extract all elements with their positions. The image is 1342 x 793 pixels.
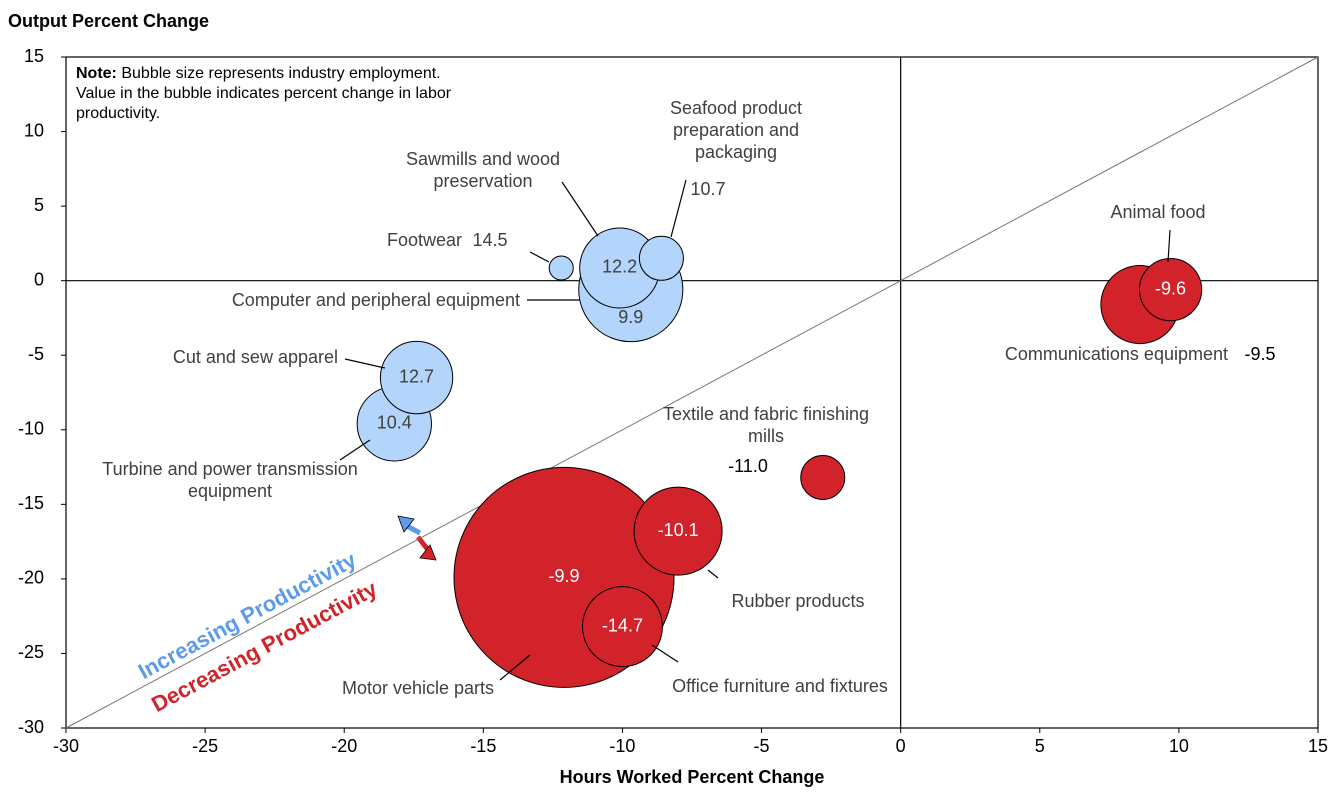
productivity-label: 10.7 <box>690 179 725 199</box>
productivity-label: 12.7 <box>399 366 434 386</box>
bubble <box>800 454 846 500</box>
productivity-arrow <box>397 515 437 561</box>
productivity-label: -9.5 <box>1244 344 1275 364</box>
y-tick-label: -10 <box>18 419 44 439</box>
bubble <box>633 486 723 576</box>
bubble-label: Animal food <box>1110 202 1206 222</box>
bubble <box>1138 257 1203 322</box>
bubble <box>581 586 663 668</box>
y-tick-label: 15 <box>24 46 44 66</box>
y-tick-label: -15 <box>18 493 44 513</box>
note-text: Bubble size represents industry employme… <box>76 65 452 122</box>
note-label: Note: <box>76 65 117 82</box>
leader-line <box>670 179 687 238</box>
y-tick-label: 10 <box>24 120 44 140</box>
productivity-label: -14.7 <box>602 615 643 635</box>
bubble-label: Cut and sew apparel <box>172 347 338 367</box>
y-tick-label: -25 <box>18 642 44 662</box>
productivity-label: -9.9 <box>549 566 580 586</box>
x-axis-title: Hours Worked Percent Change <box>560 767 825 787</box>
plot-frame <box>65 56 1319 729</box>
productivity-label: 12.2 <box>602 257 637 277</box>
leader-line <box>529 251 550 263</box>
productivity-label: 10.4 <box>377 413 412 433</box>
productivity-label: -11.0 <box>728 456 768 476</box>
bubble-label: Textile and fabric finishing mills <box>662 404 870 446</box>
bubble-label: Motor vehicle parts <box>341 678 495 698</box>
bubble-label: Turbine and power transmission equipment <box>102 459 358 501</box>
leader-line <box>344 358 386 369</box>
diagonal <box>65 56 1319 729</box>
y-axis-title: Output Percent Change <box>8 11 209 31</box>
bubble-label: Footwear <box>386 230 462 250</box>
bubble <box>548 255 574 281</box>
leader-line <box>499 654 531 681</box>
x-tick-label: -10 <box>609 736 635 756</box>
y-tick-label: 0 <box>34 269 44 289</box>
note: Note: Bubble size represents industry em… <box>76 64 461 124</box>
productivity-label: -9.6 <box>1155 278 1186 298</box>
leader-line <box>707 569 719 579</box>
x-tick-label: -5 <box>754 736 770 756</box>
bubble-label: Seafood product preparation and packagin… <box>669 98 803 162</box>
y-tick-label: -30 <box>18 717 44 737</box>
y-tick-label: 5 <box>34 195 44 215</box>
leader-line <box>1167 229 1171 263</box>
bubble <box>379 340 454 415</box>
productivity-label: -10.1 <box>658 520 699 540</box>
leader-line <box>651 644 679 663</box>
x-tick-label: 0 <box>896 736 906 756</box>
productivity-label: 14.5 <box>472 230 507 250</box>
bubble-label: Computer and peripheral equipment <box>231 290 520 310</box>
x-tick-label: -20 <box>331 736 357 756</box>
bubble-label: Communications equipment <box>1004 344 1228 364</box>
x-tick-label: -30 <box>53 736 79 756</box>
leader-line <box>339 439 371 461</box>
y-tick-label: -20 <box>18 568 44 588</box>
productivity-label: 9.9 <box>618 307 643 327</box>
y-tick-label: -5 <box>28 344 44 364</box>
x-tick-label: 10 <box>1169 736 1189 756</box>
x-tick-label: 5 <box>1035 736 1045 756</box>
bubble-label: Rubber products <box>731 591 865 611</box>
x-tick-label: 15 <box>1308 736 1328 756</box>
x-tick-label: -25 <box>192 736 218 756</box>
bubble-label: Sawmills and wood preservation <box>405 149 561 191</box>
bubble-label: Office furniture and fixtures <box>672 676 888 696</box>
x-tick-label: -15 <box>470 736 496 756</box>
leader-line <box>561 181 599 237</box>
bubble <box>638 235 684 281</box>
